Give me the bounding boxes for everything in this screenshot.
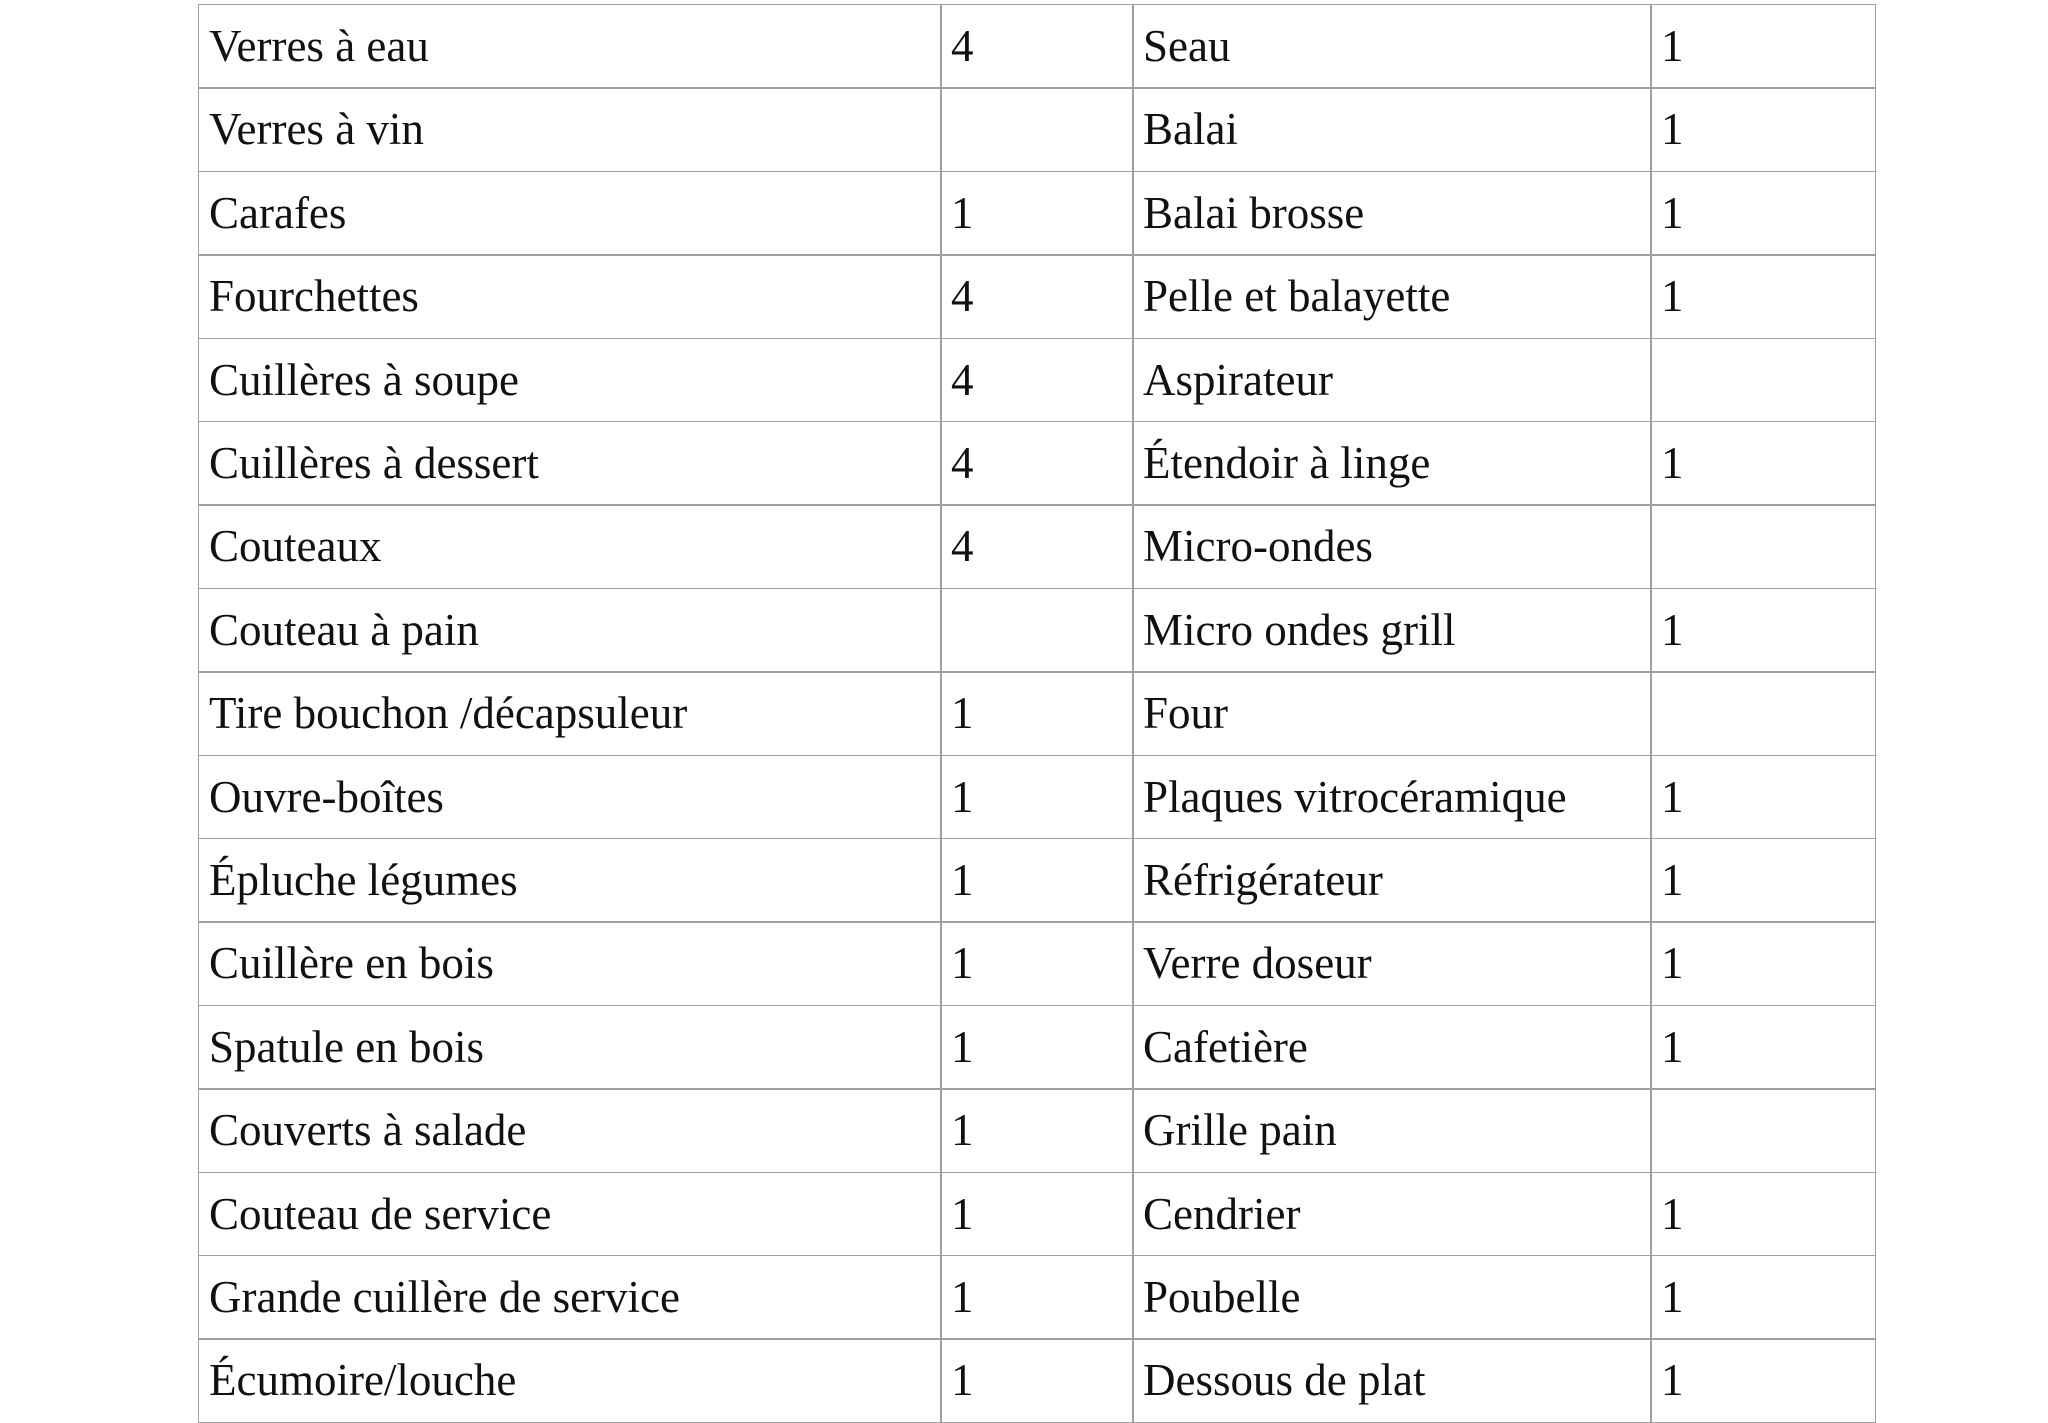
quantity-cell: 1: [1650, 4, 1876, 89]
quantity-cell: 1: [1650, 754, 1876, 840]
item-cell: Fourchettes: [198, 254, 942, 340]
quantity-cell: 1: [1650, 421, 1876, 506]
quantity-cell: 4: [940, 504, 1134, 590]
item-cell: Grille pain: [1132, 1088, 1652, 1174]
quantity-cell: 1: [940, 1171, 1134, 1257]
item-cell: Cafetière: [1132, 1004, 1652, 1090]
item-cell: Verres à eau: [198, 4, 942, 89]
quantity-cell: 1: [1650, 838, 1876, 923]
inventory-table: Verres à eau 4 Seau 1 Verres à vin Balai 1 Cara…: [198, 4, 1876, 1423]
quantity-cell: 1: [940, 754, 1134, 840]
item-cell: Couteaux: [198, 504, 942, 590]
item-cell: Épluche légumes: [198, 838, 942, 923]
quantity-cell: [1650, 504, 1876, 590]
item-cell: Aspirateur: [1132, 337, 1652, 423]
quantity-cell: 1: [1650, 1004, 1876, 1090]
item-cell: Four: [1132, 671, 1652, 757]
quantity-cell: [940, 87, 1134, 173]
item-cell: Micro ondes grill: [1132, 587, 1652, 673]
item-cell: Plaques vitrocéramique: [1132, 754, 1652, 840]
quantity-cell: 1: [1650, 921, 1876, 1007]
item-cell: Couteau de service: [198, 1171, 942, 1257]
quantity-cell: 4: [940, 254, 1134, 340]
quantity-cell: 1: [940, 1004, 1134, 1090]
quantity-cell: 1: [940, 1255, 1134, 1340]
quantity-cell: [1650, 1088, 1876, 1174]
quantity-cell: 1: [940, 921, 1134, 1007]
item-cell: Dessous de plat: [1132, 1338, 1652, 1423]
item-cell: Poubelle: [1132, 1255, 1652, 1340]
quantity-cell: 4: [940, 337, 1134, 423]
quantity-cell: [1650, 337, 1876, 423]
item-cell: Écumoire/louche: [198, 1338, 942, 1423]
item-cell: Micro-ondes: [1132, 504, 1652, 590]
quantity-cell: 1: [940, 671, 1134, 757]
quantity-cell: 1: [1650, 87, 1876, 173]
quantity-cell: 1: [1650, 254, 1876, 340]
item-cell: Étendoir à linge: [1132, 421, 1652, 506]
item-cell: Couteau à pain: [198, 587, 942, 673]
quantity-cell: 1: [1650, 1171, 1876, 1257]
item-cell: Balai brosse: [1132, 170, 1652, 256]
item-cell: Verres à vin: [198, 87, 942, 173]
quantity-cell: 1: [1650, 587, 1876, 673]
item-cell: Cuillère en bois: [198, 921, 942, 1007]
item-cell: Tire bouchon /décapsuleur: [198, 671, 942, 757]
quantity-cell: 1: [940, 1338, 1134, 1423]
item-cell: Cendrier: [1132, 1171, 1652, 1257]
quantity-cell: 4: [940, 4, 1134, 89]
item-cell: Carafes: [198, 170, 942, 256]
quantity-cell: 1: [1650, 1255, 1876, 1340]
item-cell: Spatule en bois: [198, 1004, 942, 1090]
quantity-cell: 1: [940, 1088, 1134, 1174]
item-cell: Pelle et balayette: [1132, 254, 1652, 340]
item-cell: Ouvre-boîtes: [198, 754, 942, 840]
item-cell: Réfrigérateur: [1132, 838, 1652, 923]
item-cell: Balai: [1132, 87, 1652, 173]
item-cell: Seau: [1132, 4, 1652, 89]
quantity-cell: [1650, 671, 1876, 757]
item-cell: Verre doseur: [1132, 921, 1652, 1007]
quantity-cell: 1: [940, 838, 1134, 923]
quantity-cell: 1: [1650, 170, 1876, 256]
item-cell: Couverts à salade: [198, 1088, 942, 1174]
quantity-cell: 4: [940, 421, 1134, 506]
quantity-cell: 1: [940, 170, 1134, 256]
quantity-cell: 1: [1650, 1338, 1876, 1423]
item-cell: Grande cuillère de service: [198, 1255, 942, 1340]
item-cell: Cuillères à soupe: [198, 337, 942, 423]
item-cell: Cuillères à dessert: [198, 421, 942, 506]
page: Verres à eau 4 Seau 1 Verres à vin Balai 1 Cara…: [198, 4, 1876, 1423]
quantity-cell: [940, 587, 1134, 673]
